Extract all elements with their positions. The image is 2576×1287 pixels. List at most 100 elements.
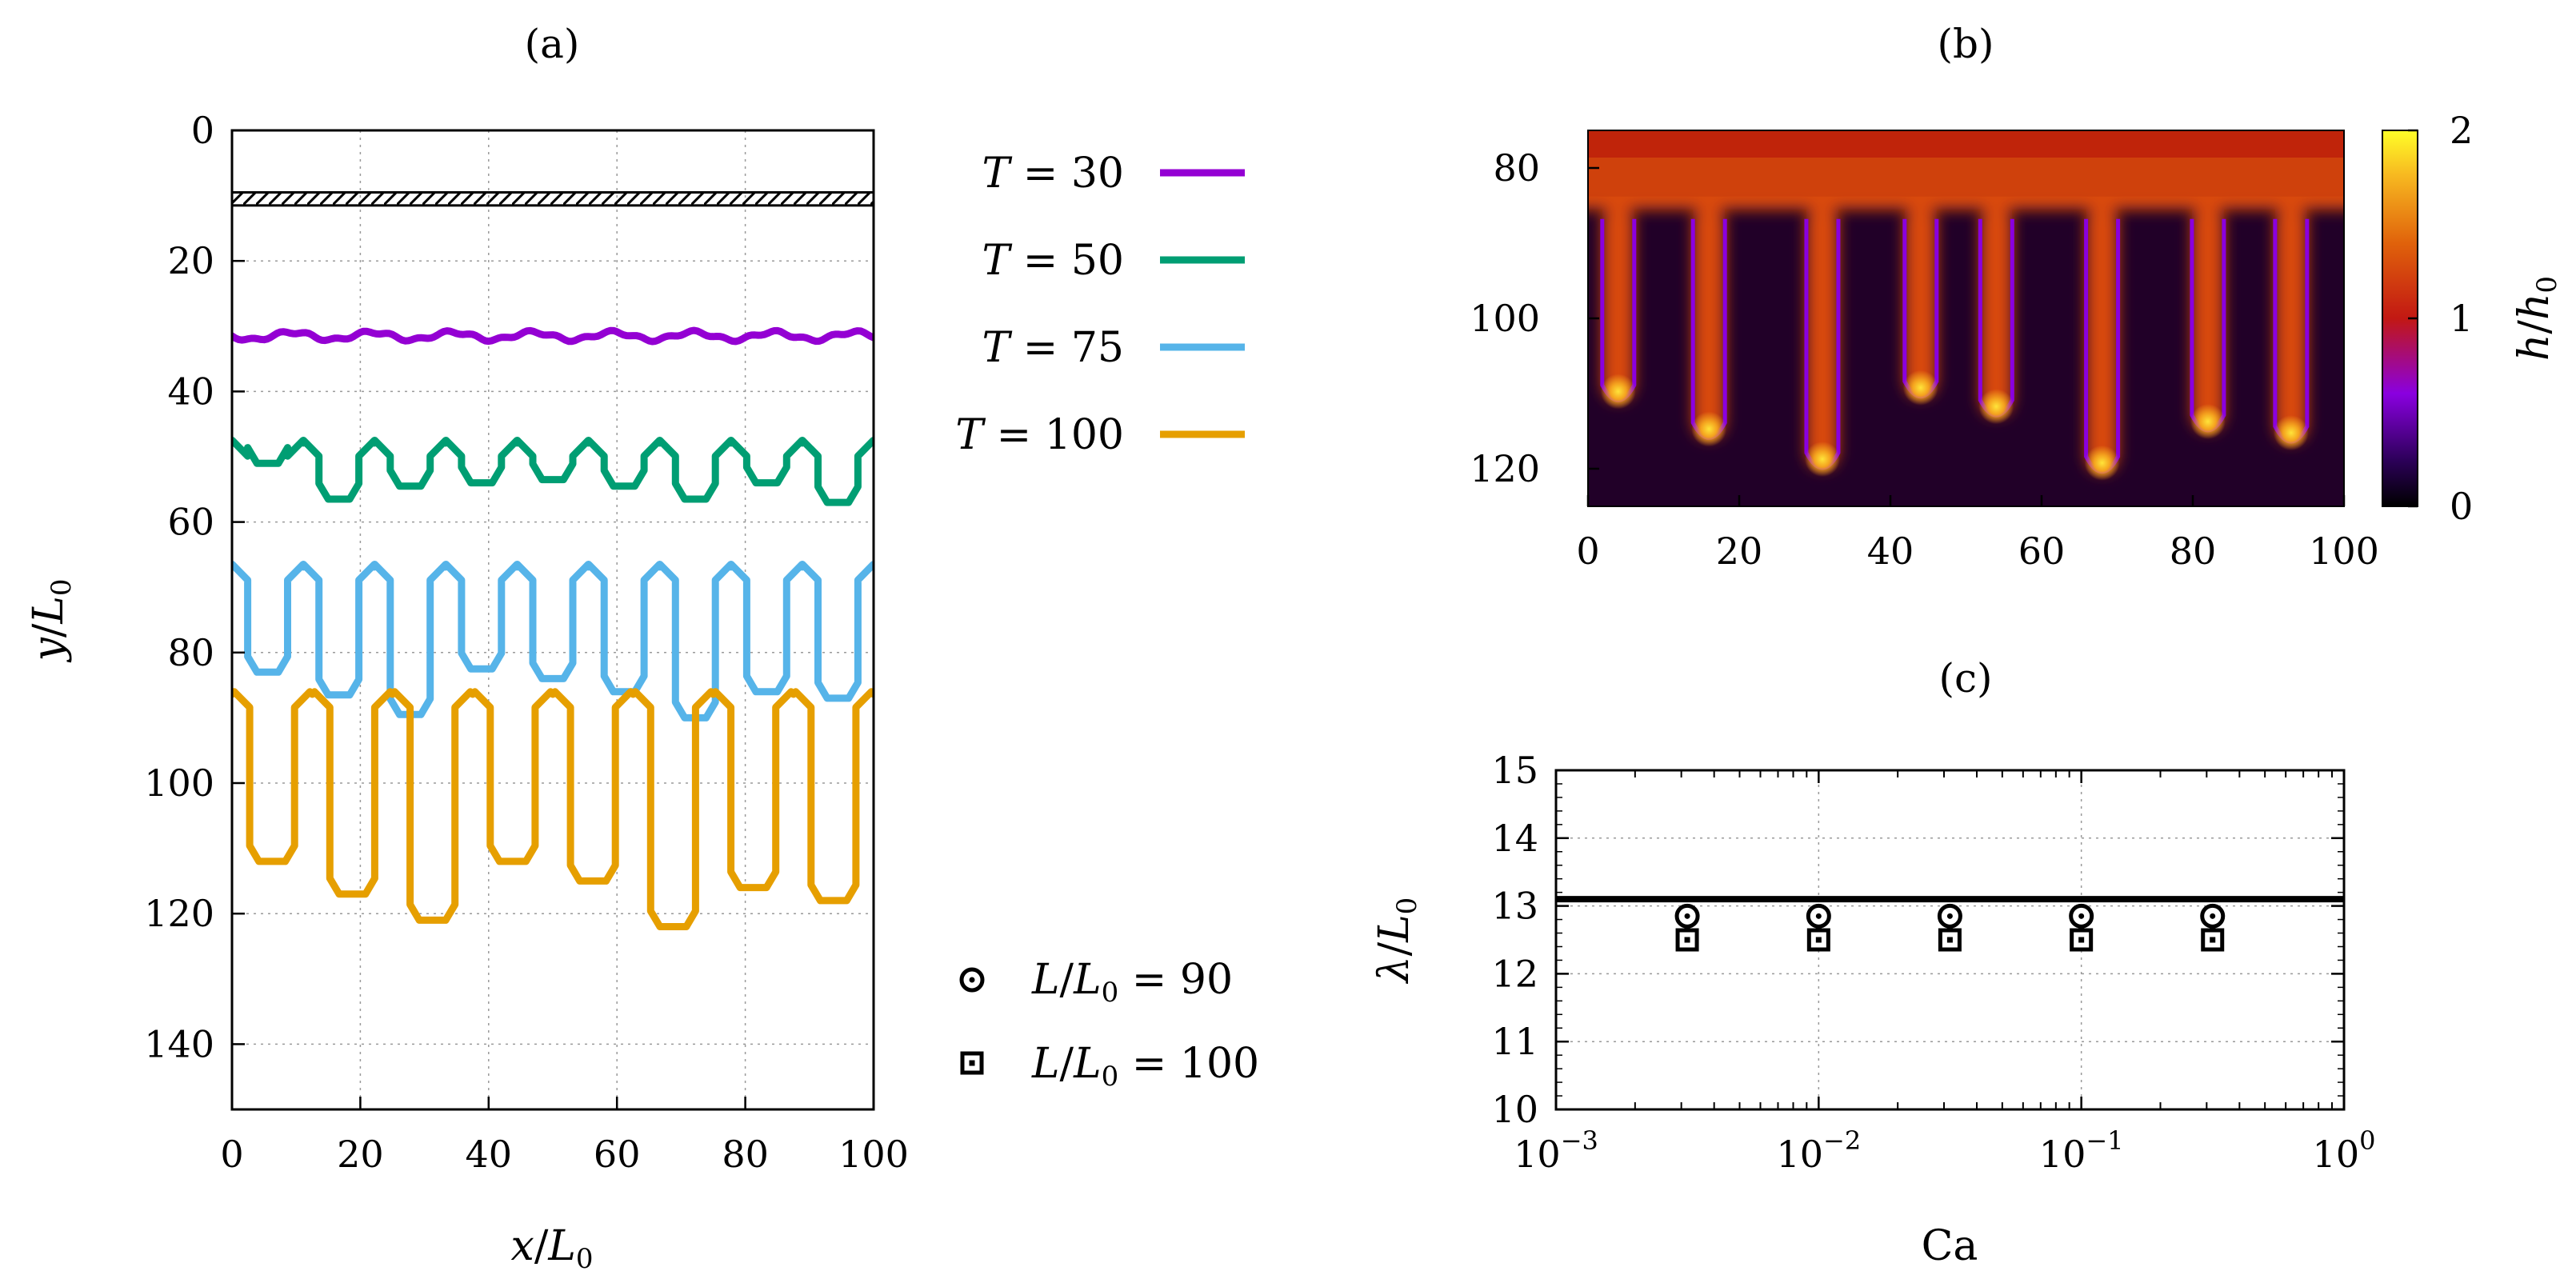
colorbar-ticks: 0 1 2 [2408,109,2473,528]
panel-b-label: (b) [1937,21,1994,67]
c-y-tick-label: 14 [1491,817,1538,860]
b-x-tick-label: 20 [1716,530,1763,573]
c-y-tick-label: 15 [1491,749,1538,792]
y-tick-label: 100 [144,761,214,805]
x-tick-label: 60 [594,1133,641,1176]
legend-entry-t75: T = 75 [982,324,1245,372]
panel-b-heatmap [1588,130,2344,506]
panel-a-curves [232,326,874,930]
tick-base: 10 [1514,1133,1561,1176]
finger-4 [1980,205,2013,417]
y-tick-label: 20 [167,239,214,282]
legend-marker-square-dot [969,1060,975,1066]
panel-a-ticks: 0 20 40 60 80 100 0 20 40 60 80 100 120 140 [144,109,909,1176]
legend-label-t75: T = 75 [982,324,1124,372]
tick-base: 10 [2039,1133,2086,1176]
series-line-t30 [232,326,874,346]
finger-1 [1693,205,1726,439]
heatmap-film [1588,130,2344,481]
x-tick-label: 80 [722,1133,769,1176]
c-x-tick-label: 10−1 [2039,1125,2124,1176]
finger-tip-0 [1600,374,1636,410]
c-x-tick-label: 10−2 [1776,1125,1861,1176]
finger-tip-3 [1902,370,1938,406]
finger-6 [2191,205,2224,431]
legend-entry-l90: L/L0 = 90 [959,956,1233,1009]
finger-3 [1904,205,1937,398]
tick-exponent: 0 [2359,1125,2375,1156]
finger-2 [1806,205,1838,469]
c-x-tick-label: 100 [2313,1125,2376,1176]
finger-tip-1 [1691,411,1727,447]
legend-label-l90: L/L0 = 90 [1031,956,1233,1009]
legend-label-t100: T = 100 [955,411,1124,459]
point-l100-dot-0 [1684,937,1690,943]
point-l100-dot-4 [2210,937,2216,943]
panel-a-frame [230,129,875,1111]
legend-entry-l100: L/L0 = 100 [960,1040,1259,1093]
legend-label-t30: T = 30 [982,150,1124,198]
series-line-t100 [232,688,874,930]
series-line-t75 [232,561,874,721]
b-x-tick-label: 0 [1576,530,1599,573]
film-mid [1588,158,2344,197]
film-top [1588,130,2344,158]
b-x-tick-label: 60 [2018,530,2066,573]
panel-c-label: (c) [1938,655,1992,701]
b-y-tick-label: 120 [1470,447,1540,490]
finger-tip-2 [1804,442,1840,477]
legend-marker-circle [959,967,985,993]
y-tick-label: 140 [144,1022,214,1065]
point-l100-dot-1 [1815,937,1822,943]
finger-tip-6 [2190,404,2226,439]
panel-a-ylabel: y/L0 [25,578,78,662]
panel-c-legend: L/L0 = 90 L/L0 = 100 [959,956,1259,1093]
x-tick-label: 0 [220,1133,243,1176]
point-l100-dot-2 [1946,937,1953,943]
b-y-tick-label: 100 [1470,297,1540,340]
b-x-tick-label: 80 [2170,530,2217,573]
point-l90-dot-2 [1946,913,1953,919]
series-line-t50 [232,437,874,506]
y-tick-label: 120 [144,892,214,935]
panel-a-wall [230,191,875,207]
finger-tip-7 [2273,415,2309,451]
panel-a-legend: T = 30 T = 50 T = 75 T = 100 [955,150,1245,459]
tick-base: 10 [2313,1133,2360,1176]
panel-a-label: (a) [525,21,580,67]
legend-label-t50: T = 50 [982,237,1124,285]
y-tick-label: 60 [167,501,214,544]
point-l100-dot-3 [2078,937,2085,943]
finger-5 [2086,205,2118,473]
tick-exponent: −1 [2086,1125,2123,1156]
b-x-tick-label: 100 [2309,530,2379,573]
c-x-tick-label: 10−3 [1514,1125,1598,1176]
c-y-tick-label: 10 [1491,1088,1538,1131]
legend-label-l100: L/L0 = 100 [1031,1040,1259,1093]
c-y-tick-label: 11 [1491,1020,1538,1063]
tick-base: 10 [1776,1133,1823,1176]
panel-c-ylabel: λ/L0 [1370,897,1423,985]
point-l90-dot-0 [1684,913,1690,919]
finger-tip-4 [1978,389,2014,425]
b-y-tick-label: 80 [1493,146,1540,190]
wall-hatch [230,191,875,207]
colorbar-tick-label: 1 [2450,297,2473,340]
point-l90-dot-4 [2210,913,2216,919]
point-l90-dot-1 [1815,913,1822,919]
colorbar-tick-label: 0 [2450,485,2473,528]
legend-entry-t30: T = 30 [982,150,1245,198]
tick-exponent: −3 [1561,1125,1598,1156]
panel-a-xlabel: x/L0 [510,1222,593,1275]
y-tick-label: 0 [191,109,214,152]
x-tick-label: 20 [337,1133,384,1176]
legend-entry-t100: T = 100 [955,411,1245,459]
panel-b-ticks: 0 20 40 60 80 100 80 100 120 [1470,146,2379,573]
finger-0 [1602,205,1634,402]
panel-c-points [1674,903,2226,952]
c-y-tick-label: 13 [1491,885,1538,928]
panel-c-xlabel: Ca [1922,1222,1978,1270]
finger-7 [2274,205,2307,443]
